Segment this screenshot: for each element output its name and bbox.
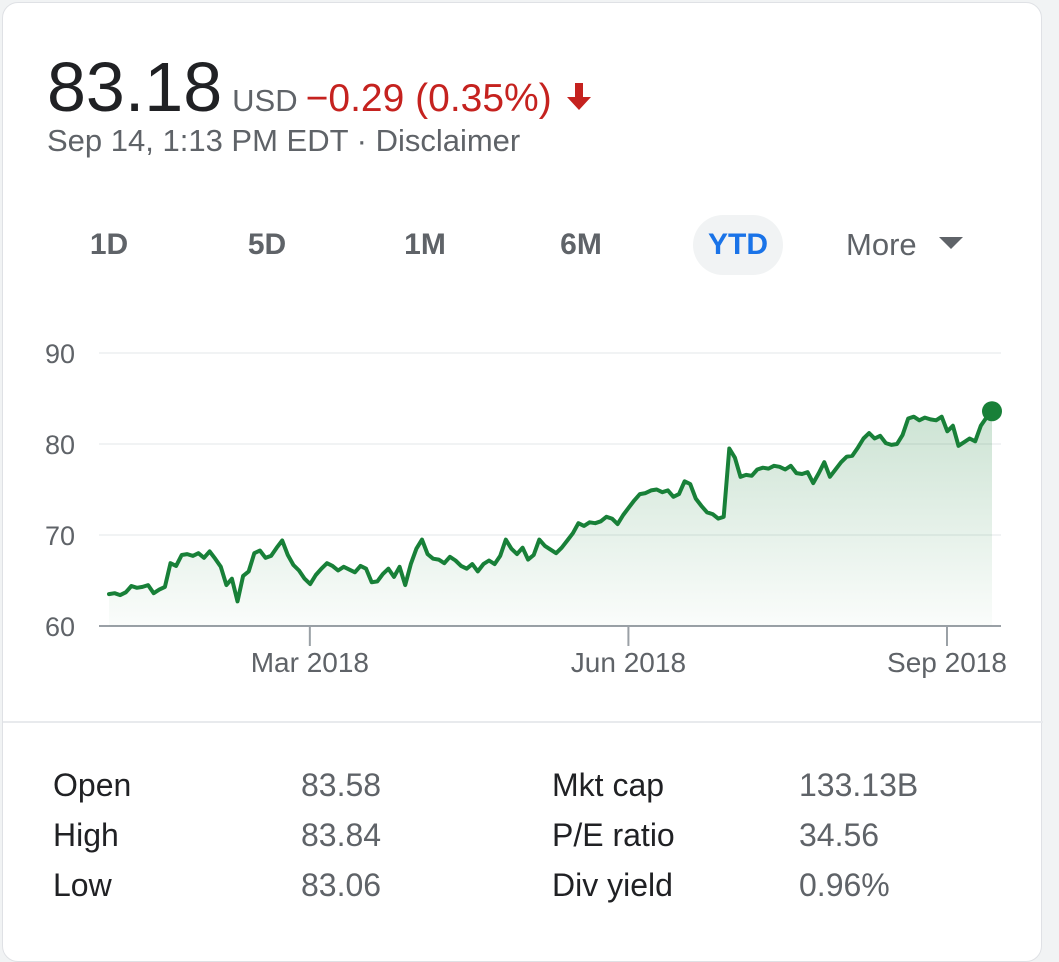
price-line	[107, 409, 994, 604]
stat-pe-label: P/E ratio	[552, 817, 675, 853]
stat-high-value: 83.84	[301, 817, 382, 853]
tab-ytd[interactable]: YTD	[693, 215, 783, 275]
y-tick-label: 60	[45, 612, 75, 642]
y-tick-label: 80	[45, 430, 75, 460]
disclaimer-link[interactable]: Disclaimer	[375, 123, 521, 158]
stat-pe-value: 34.56	[799, 817, 880, 853]
y-tick-label: 70	[45, 521, 75, 551]
stat-mktcap-label: Mkt cap	[552, 767, 665, 803]
more-ranges-dropdown[interactable]: More	[846, 215, 963, 275]
quote-timestamp: Sep 14, 1:13 PM EDT	[47, 123, 348, 158]
more-label: More	[846, 227, 917, 262]
stat-mktcap-value: 133.13B	[799, 767, 919, 803]
arrow-down-icon	[562, 79, 596, 113]
price-change: −0.29 (0.35%)	[305, 77, 552, 120]
caret-down-icon	[938, 237, 963, 249]
tab-6m[interactable]: 6M	[560, 228, 602, 261]
stat-low-label: Low	[53, 867, 112, 903]
tab-5d[interactable]: 5D	[247, 228, 287, 261]
separator-dot: ·	[356, 123, 367, 158]
stat-div-value: 0.96%	[799, 867, 890, 903]
stat-div-label: Div yield	[552, 867, 673, 903]
section-divider	[3, 721, 1043, 723]
current-price: 83.18	[47, 48, 223, 126]
currency-code: USD	[232, 83, 298, 118]
tab-1d[interactable]: 1D	[89, 228, 129, 261]
x-tick-label: Sep 2018	[887, 647, 1007, 678]
stat-low-value: 83.06	[301, 867, 382, 903]
x-tick-label: Mar 2018	[251, 647, 369, 678]
quote-timestamp-line: Sep 14, 1:13 PM EDT · Disclaimer	[47, 123, 520, 159]
time-range-tabs: 1D 5D 1M 6M YTD More	[3, 215, 1043, 275]
y-tick-label: 90	[45, 339, 75, 369]
x-tick-label: Jun 2018	[571, 647, 686, 678]
price-chart: 60 70 80 90 Mar 2018 Jun 2018 Sep 2018	[45, 339, 1007, 678]
stat-high-label: High	[53, 817, 119, 853]
tab-1m[interactable]: 1M	[404, 228, 446, 261]
latest-price-point[interactable]	[982, 401, 1002, 422]
stat-open-label: Open	[53, 767, 132, 803]
price-row: 83.18 USD −0.29 (0.35%)	[47, 47, 596, 127]
price-area	[109, 411, 992, 626]
stat-open-value: 83.58	[301, 767, 382, 803]
